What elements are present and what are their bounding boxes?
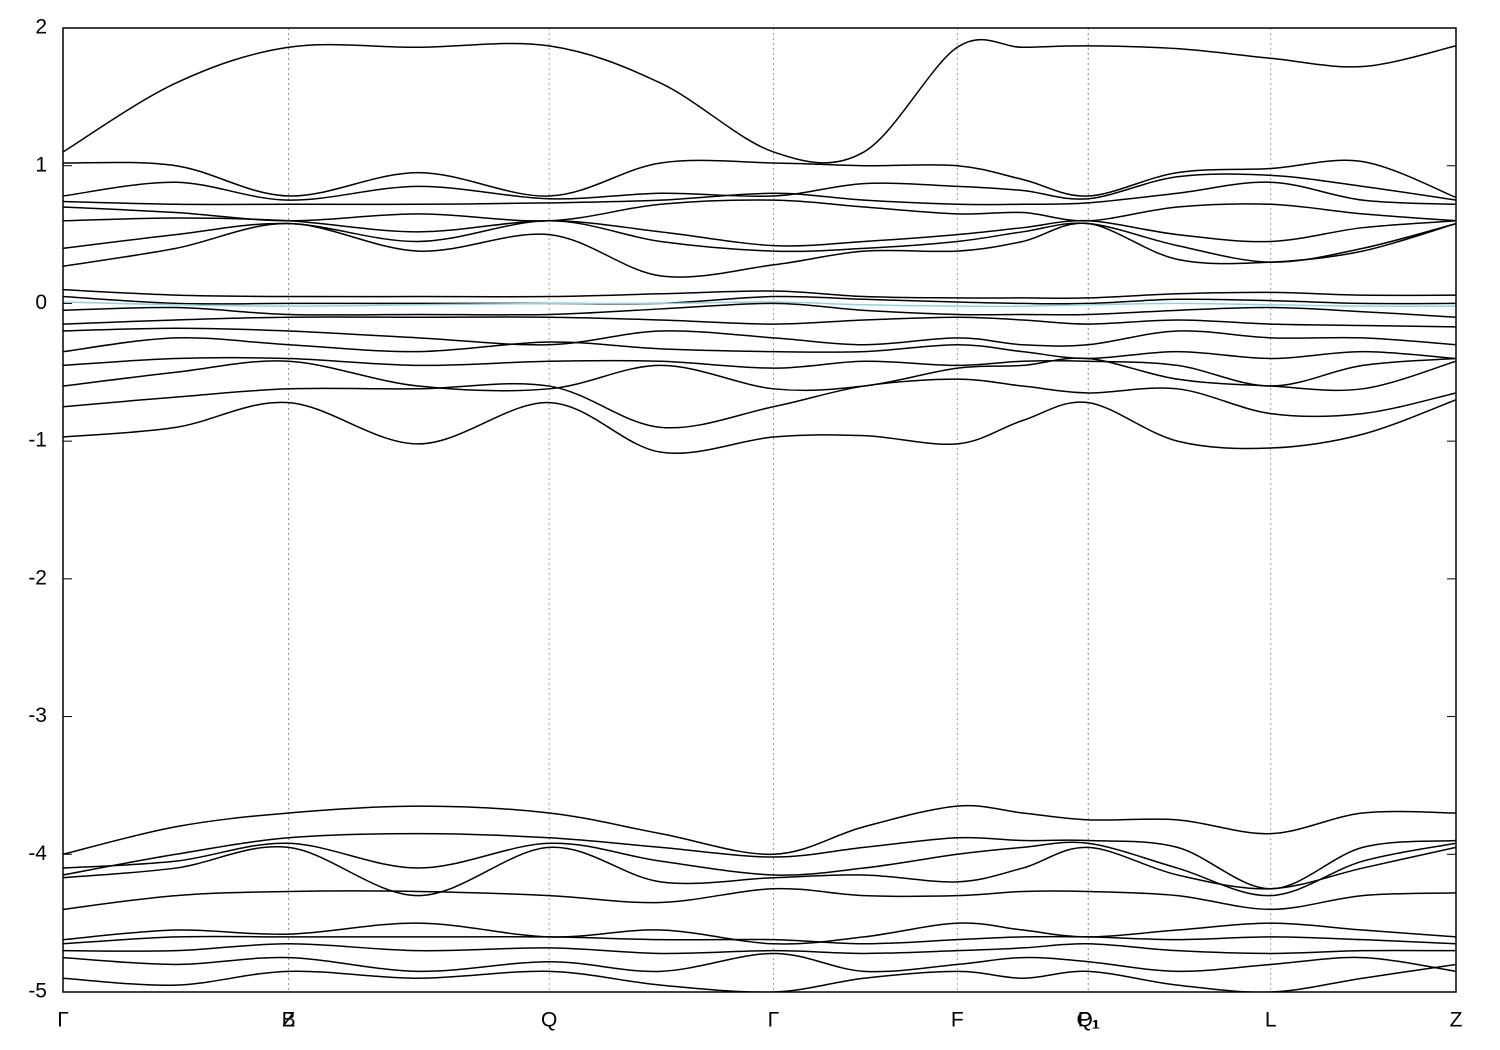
x-tick-label: Γ [57, 1009, 69, 1032]
band-line [63, 832, 1456, 890]
band-line [63, 288, 1456, 299]
band-line [63, 327, 1456, 347]
x-tick-label: Q₁ [1077, 1009, 1100, 1032]
y-tick-label: -1 [28, 429, 47, 452]
x-tick-label: Q [541, 1009, 557, 1032]
band-line [63, 295, 1456, 305]
y-tick-label: 2 [35, 16, 47, 39]
x-tick-label: F [951, 1009, 964, 1032]
band-line [63, 302, 1456, 318]
band-line [63, 841, 1456, 897]
y-tick-label: 0 [35, 291, 47, 314]
y-tick-label: -5 [28, 980, 47, 1003]
y-tick-label: -4 [28, 842, 47, 865]
band-line [63, 935, 1456, 945]
y-tick-label: -2 [28, 566, 47, 589]
x-tick-label: B [282, 1009, 296, 1032]
plot-frame [62, 27, 1457, 993]
x-tick-label: P₁ [1078, 1009, 1099, 1032]
band-line [63, 357, 1456, 392]
band-line [63, 316, 1456, 328]
band-line [63, 943, 1456, 955]
band-line [63, 378, 1456, 429]
band-line [63, 336, 1456, 360]
x-tick-label: L [1265, 1009, 1277, 1032]
band-line [63, 222, 1456, 278]
band-line [63, 399, 1456, 454]
band-line [63, 356, 1456, 387]
band-line [63, 922, 1456, 945]
band-line [63, 38, 1456, 164]
band-line [63, 952, 1456, 973]
band-line [63, 887, 1456, 911]
band-line [63, 173, 1456, 201]
bands [63, 38, 1456, 992]
y-tick-label: 1 [35, 153, 47, 176]
band-line [63, 199, 1456, 222]
band-line [63, 963, 1456, 992]
band-line [63, 845, 1456, 897]
y-tick-label: -3 [28, 704, 47, 727]
x-tick-label: Z [1450, 1009, 1463, 1032]
x-tick-label: Z [282, 1009, 295, 1032]
band-line [63, 301, 1456, 308]
x-tick-label: Γ [768, 1009, 780, 1032]
band-line [63, 217, 1456, 247]
band-line [63, 159, 1456, 199]
band-line [63, 181, 1456, 206]
band-line [63, 804, 1456, 856]
